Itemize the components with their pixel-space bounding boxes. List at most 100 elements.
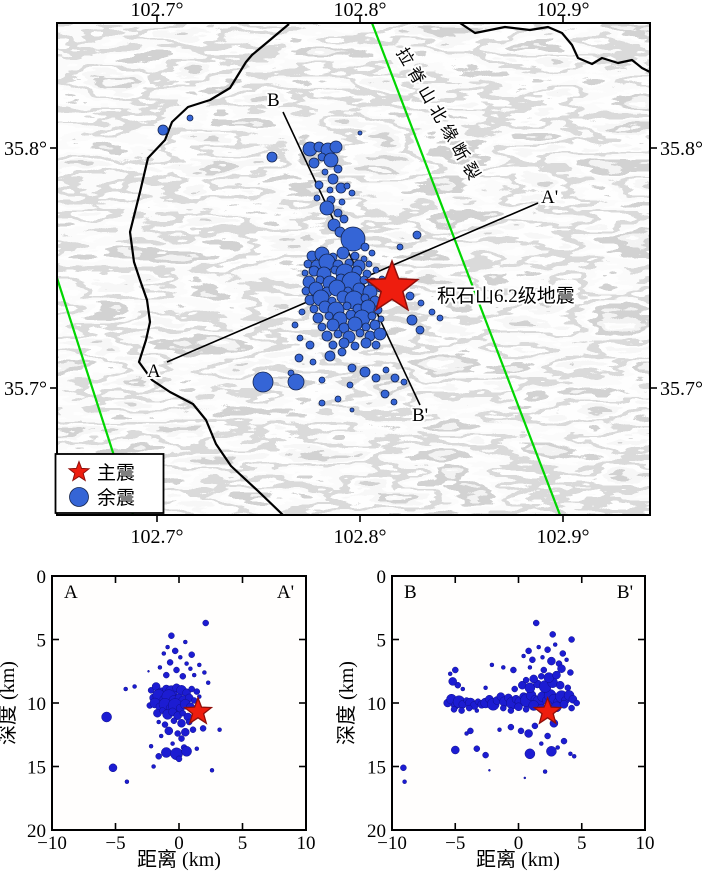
aftershock-dot: [365, 260, 373, 268]
section-aftershock-dot: [511, 685, 518, 693]
section-aftershock-dot: [132, 684, 137, 689]
aftershock-dot: [355, 328, 365, 338]
section-aftershock-dot: [123, 686, 128, 692]
aftershock-dot: [333, 164, 343, 174]
section-aftershock-dot: [559, 650, 567, 657]
section-aftershock-dot: [124, 779, 130, 784]
aftershock-dot: [266, 151, 278, 163]
section-aftershock-dot: [209, 768, 215, 773]
mainshock-star: [364, 258, 420, 312]
aftershock-dot: [327, 173, 339, 185]
section-aftershock-dot: [523, 776, 527, 780]
section-aftershock-dot: [165, 644, 170, 650]
section-aftershock-dot: [559, 700, 569, 709]
aftershock-dot: [333, 208, 343, 218]
section-aftershock-dot: [568, 636, 575, 643]
section-aftershock-dot: [482, 751, 489, 759]
section-b-content: −10 −5 0 5 10 0 5 10 15 20: [367, 567, 655, 854]
y-tick-label: 10: [27, 694, 46, 715]
section-aftershock-dot: [531, 722, 539, 730]
aftershock-dot: [390, 398, 398, 406]
aftershock-dot: [312, 312, 324, 324]
section-aftershock-dot: [188, 651, 195, 658]
aftershock-dot: [324, 311, 334, 321]
section-aftershock-dot: [188, 666, 193, 671]
section-aftershock-dot: [177, 719, 186, 728]
aftershock-dot: [308, 157, 320, 169]
aftershock-dot: [342, 301, 352, 311]
aftershock-dot: [380, 389, 390, 399]
section-aftershock-dot: [524, 729, 533, 738]
aftershock-dot: [336, 246, 350, 260]
section-aftershock-dot: [532, 619, 540, 627]
aftershock-dot: [326, 186, 334, 194]
aftershock-dot: [368, 249, 376, 257]
section-a-end-label: A': [541, 187, 558, 208]
section-aftershock-dot: [500, 704, 507, 712]
aftershock-dot: [377, 315, 385, 323]
fault-line-lajishan: [370, 23, 562, 515]
section-aftershock-dot: [202, 670, 207, 675]
aftershock-dot: [360, 337, 372, 349]
aftershock-dot: [405, 291, 415, 301]
section-aftershock-dot: [467, 727, 474, 735]
aftershock-dot: [333, 329, 343, 339]
section-aftershock-dot: [450, 706, 458, 713]
section-aftershock-dot: [546, 746, 557, 757]
section-aftershock-dot: [191, 672, 197, 678]
section-aftershock-dot: [544, 646, 551, 653]
earthquake-name-label: 积石山6.2级地震: [437, 285, 575, 307]
section-aftershock-dot: [489, 662, 495, 668]
section-aftershock-dot: [555, 745, 560, 750]
section-aftershock-dot: [181, 746, 192, 757]
section-aftershock-dot: [524, 748, 536, 760]
aftershock-dot: [349, 407, 355, 413]
aftershock-dot: [294, 353, 304, 363]
section-aftershock-dot: [178, 735, 185, 742]
section-aftershock-dot: [108, 763, 118, 773]
y-tick-label: 15: [367, 758, 386, 779]
aftershock-dot: [346, 381, 354, 389]
section-aftershock-dot: [173, 666, 180, 674]
county-boundary-northeast: [459, 23, 650, 73]
lon-tick-label-bottom: 102.7°: [131, 526, 184, 548]
aftershock-dot: [291, 321, 299, 329]
aftershock-dot: [338, 198, 346, 206]
aftershock-dot: [371, 373, 381, 383]
aftershock-dot: [400, 378, 408, 386]
x-tick-label: −10: [377, 833, 407, 854]
y-tick-label: 0: [377, 567, 387, 588]
section-aftershock-dot: [400, 764, 407, 772]
lon-tick-label-top: 102.8°: [334, 0, 387, 21]
section-aftershock-dot: [161, 651, 167, 656]
aftershock-dot: [396, 243, 404, 251]
section-aftershock-dot: [525, 647, 532, 655]
aftershock-dot: [301, 269, 309, 277]
section-b-panel: −10 −5 0 5 10 0 5 10 15 20 B B' 距离 (km) 深度 (km): [335, 567, 655, 871]
section-aftershock-dot: [188, 685, 195, 693]
section-aftershock-dot: [514, 702, 523, 712]
section-b-start-label: B: [267, 90, 280, 111]
lat-tick-label-right: 35.8°: [660, 138, 703, 160]
aftershock-dot: [334, 395, 342, 403]
aftershock-dot: [367, 311, 377, 321]
section-aftershock-dot: [552, 670, 561, 680]
section-aftershock-dot: [168, 632, 175, 639]
section-aftershock-dot: [460, 686, 466, 692]
section-aftershock-dot: [171, 647, 179, 655]
legend-star-icon: [67, 460, 91, 482]
section-aftershock-dot: [451, 745, 460, 755]
section-aftershock-dot: [454, 681, 462, 689]
lon-tick-label-top: 102.9°: [537, 0, 590, 21]
x-tick-label: −10: [37, 833, 67, 854]
section-a-start-label: A: [147, 361, 161, 382]
aftershock-dot: [298, 308, 306, 316]
section-aftershock-dot: [199, 725, 207, 732]
aftershock-dot: [350, 251, 360, 261]
section-a-ylabel: 深度 (km): [0, 661, 19, 745]
aftershock-dot: [313, 194, 321, 202]
aftershock-dot: [412, 230, 422, 240]
aftershock-dot: [406, 314, 418, 326]
x-tick-label: −5: [105, 833, 125, 854]
